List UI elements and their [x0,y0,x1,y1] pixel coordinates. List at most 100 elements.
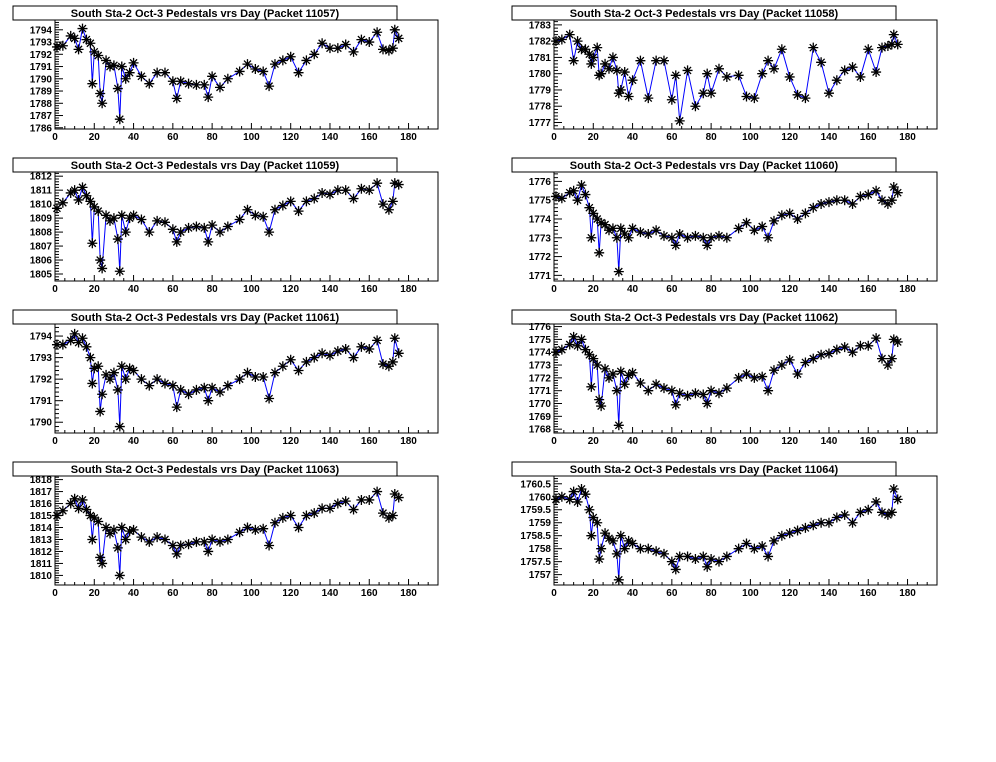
data-point [108,367,119,378]
data-point [670,240,681,251]
y-tick-label: 1808 [30,228,53,239]
y-tick-label: 1773 [529,361,552,372]
data-point [768,365,779,376]
y-tick-label: 1793 [30,353,53,364]
data-point [603,533,614,544]
data-point [85,38,96,49]
data-point [95,255,106,266]
data-point [584,504,595,515]
y-tick-label: 1776 [529,322,552,333]
data-point [175,227,186,238]
data-point [356,183,367,194]
y-tick-label: 1783 [529,20,552,31]
data-point [167,76,178,87]
data-point [784,71,795,82]
data-point [576,334,587,345]
data-point [603,225,614,236]
data-point [863,340,874,351]
y-tick-label: 1781 [529,53,552,64]
data-point [792,89,803,100]
data-point [816,349,827,360]
y-tick-label: 1792 [30,50,53,61]
data-point [594,247,605,258]
data-point [674,388,685,399]
data-point [389,488,400,499]
data-point [264,227,275,238]
data-point [89,201,100,212]
data-point [556,193,567,204]
data-point [863,44,874,55]
x-tick-label: 20 [588,436,600,447]
data-point [871,185,882,196]
data-point [831,75,842,86]
data-point [104,215,115,226]
data-point [556,491,567,502]
data-point [136,532,147,543]
x-tick-label: 80 [706,132,718,143]
data-point [808,202,819,213]
x-tick-label: 60 [666,436,678,447]
data-point [823,197,834,208]
data-point [888,182,899,193]
data-point [101,522,112,533]
y-tick-label: 1780 [529,69,552,80]
y-tick-label: 1776 [529,177,552,188]
data-point [285,510,296,521]
data-point [277,512,288,523]
y-tick-label: 1778 [529,102,552,113]
data-point [159,534,170,545]
data-point [234,374,245,385]
x-tick-label: 120 [282,436,299,447]
data-point [556,344,567,355]
data-point [784,528,795,539]
data-point [332,185,343,196]
data-point [348,504,359,515]
data-point [721,551,732,562]
data-point [613,88,624,99]
chart-title: South Sta-2 Oct-3 Pedestals vrs Day (Pac… [570,312,839,324]
x-tick-label: 20 [588,284,600,295]
data-point [191,221,202,232]
x-tick-label: 100 [742,588,759,599]
x-tick-label: 20 [89,436,101,447]
data-point [741,217,752,228]
data-point [269,367,280,378]
x-tick-label: 160 [361,436,378,447]
data-point [159,67,170,78]
data-point [301,356,312,367]
x-tick-label: 60 [167,132,179,143]
x-tick-label: 120 [781,284,798,295]
title-box [12,5,398,21]
data-point [888,334,899,345]
data-point [81,504,92,515]
data-point [348,352,359,363]
y-tick-label: 1760 [529,492,552,503]
data-point [576,180,587,191]
data-point [116,61,127,72]
x-tick-label: 0 [551,588,557,599]
data-point [214,536,225,547]
data-point [651,225,662,236]
data-point [643,543,654,554]
data-point [89,512,100,523]
data-point [839,342,850,353]
x-tick-label: 120 [781,588,798,599]
data-point [285,354,296,365]
y-tick-label: 1807 [30,242,53,253]
data-point [564,494,575,505]
data-point [95,406,106,417]
data-point [309,193,320,204]
data-point [763,55,774,66]
data-point [175,384,186,395]
x-tick-label: 140 [322,436,339,447]
data-point [104,61,115,72]
data-point [171,93,182,104]
data-point [623,91,634,102]
x-tick-label: 120 [282,132,299,143]
y-tick-label: 1815 [30,511,53,522]
x-tick-label: 140 [322,132,339,143]
data-point [393,492,404,503]
data-point [324,189,335,200]
data-point [356,34,367,45]
